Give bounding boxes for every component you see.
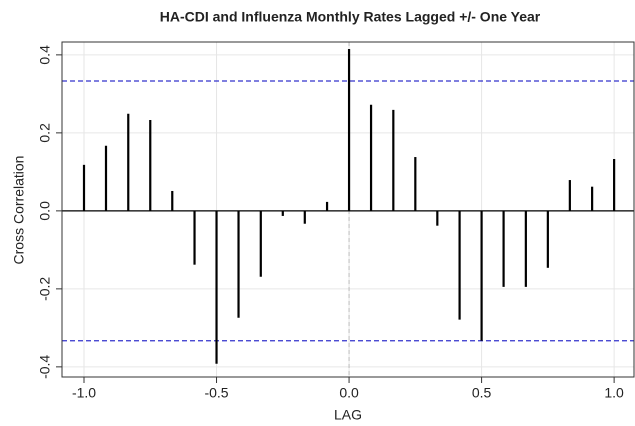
y-tick-label: -0.2 xyxy=(37,277,53,301)
x-tick-label: 0.0 xyxy=(339,385,359,401)
y-tick-label: 0.2 xyxy=(37,123,53,143)
x-axis-label: LAG xyxy=(334,407,362,423)
y-axis-label: Cross Correlation xyxy=(11,156,27,265)
chart-title: HA-CDI and Influenza Monthly Rates Lagge… xyxy=(160,9,541,25)
y-tick-label: 0.4 xyxy=(37,45,53,65)
x-tick-label: -0.5 xyxy=(204,385,228,401)
x-tick-label: -1.0 xyxy=(72,385,96,401)
x-tick-label: 0.5 xyxy=(472,385,492,401)
x-tick-label: 1.0 xyxy=(604,385,624,401)
y-tick-label: -0.4 xyxy=(37,355,53,379)
y-tick-label: 0.0 xyxy=(37,201,53,221)
plot-frame xyxy=(61,41,635,378)
